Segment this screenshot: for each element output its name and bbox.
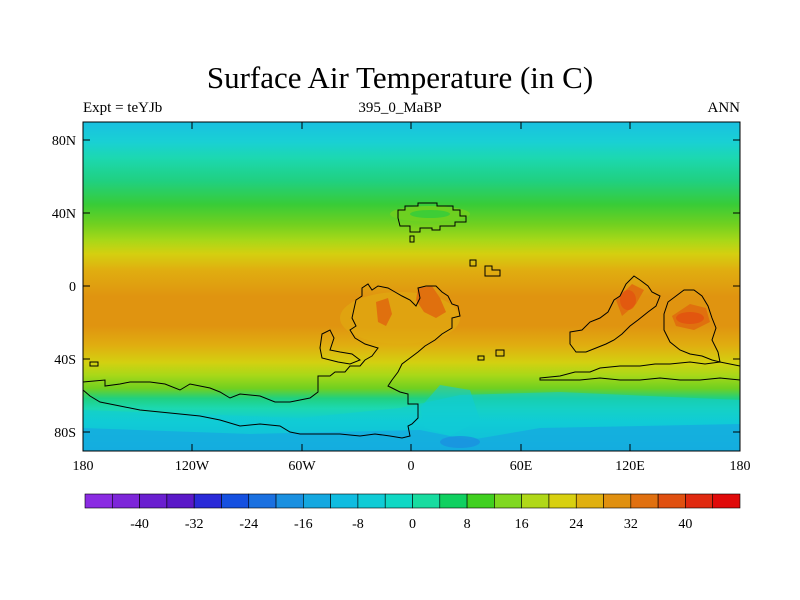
colorbar-label: 8	[464, 517, 471, 532]
axis-ticks	[83, 122, 740, 451]
colorbar-label: -32	[185, 517, 204, 532]
colorbar-swatch	[384, 493, 413, 509]
y-tick-label: 80S	[54, 426, 76, 441]
colorbar-swatch	[439, 493, 468, 509]
continent-outlines	[83, 202, 740, 439]
colorbar-swatch	[657, 493, 686, 509]
x-tick-label: 60W	[288, 459, 316, 474]
x-tick-label: 180	[730, 459, 751, 474]
colorbar-swatch	[139, 493, 168, 509]
colorbar-label: 16	[515, 517, 529, 532]
colorbar-label: 0	[409, 517, 416, 532]
x-axis-labels: 180 120W 60W 0 60E 120E 180	[73, 459, 751, 474]
colorbar-label: -8	[352, 517, 364, 532]
x-tick-label: 120W	[175, 459, 210, 474]
northern-continent-outline	[397, 202, 467, 233]
x-tick-label: 180	[73, 459, 94, 474]
colorbar-label: -16	[294, 517, 313, 532]
experiment-label: Expt = teYJb	[83, 100, 163, 116]
colorbar-swatch	[603, 493, 632, 509]
y-tick-label: 40N	[52, 207, 76, 222]
colorbar-swatch	[193, 493, 222, 509]
x-tick-label: 120E	[615, 459, 645, 474]
colorbar-label: 24	[569, 517, 583, 532]
colorbar-swatch	[466, 493, 495, 509]
colorbar-swatch	[111, 493, 140, 509]
colorbar-swatch	[303, 493, 331, 509]
y-tick-label: 0	[69, 280, 76, 295]
colorbar-swatch	[166, 493, 195, 509]
colorbar-swatch	[575, 493, 604, 509]
colorbar-swatch	[84, 493, 113, 509]
colorbar-label: 40	[678, 517, 692, 532]
colorbar-swatch	[548, 493, 577, 509]
y-axis-labels: 80N 40N 0 40S 80S	[52, 134, 76, 441]
temperature-field	[83, 122, 740, 451]
time-label: 395_0_MaBP	[358, 100, 442, 116]
colorbar-label: 32	[624, 517, 638, 532]
y-tick-label: 80N	[52, 134, 76, 149]
colorbar-swatch	[248, 493, 277, 509]
colorbar-swatch	[275, 493, 304, 509]
x-tick-label: 0	[408, 459, 415, 474]
hot-region-2	[376, 298, 392, 326]
colorbar-labels: -40 -32 -24 -16 -8 0 8 16 24 32 40	[130, 517, 692, 532]
central-continent-warm	[340, 292, 460, 344]
colorbar-swatch	[357, 493, 386, 509]
colorbar-swatch	[630, 493, 659, 509]
colorbar-swatch	[521, 493, 550, 509]
colorbar-label: -24	[239, 517, 258, 532]
colorbar-label: -40	[130, 517, 149, 532]
map-title: Surface Air Temperature (in C)	[206, 60, 594, 95]
colorbar	[84, 493, 741, 509]
southern-continent-outline	[83, 283, 461, 439]
colorbar-swatch	[494, 493, 522, 509]
colorbar-swatch	[221, 493, 250, 509]
colorbar-swatch	[412, 493, 441, 509]
colorbar-swatch	[330, 493, 359, 509]
eastern-continent-outline	[569, 275, 661, 353]
season-label: ANN	[707, 100, 741, 116]
colorbar-swatch	[685, 493, 714, 509]
colorbar-swatch	[712, 493, 741, 509]
eastern-coast-outline	[539, 361, 740, 381]
x-tick-label: 60E	[510, 459, 533, 474]
hot-region-1	[416, 286, 446, 318]
y-tick-label: 40S	[54, 353, 76, 368]
